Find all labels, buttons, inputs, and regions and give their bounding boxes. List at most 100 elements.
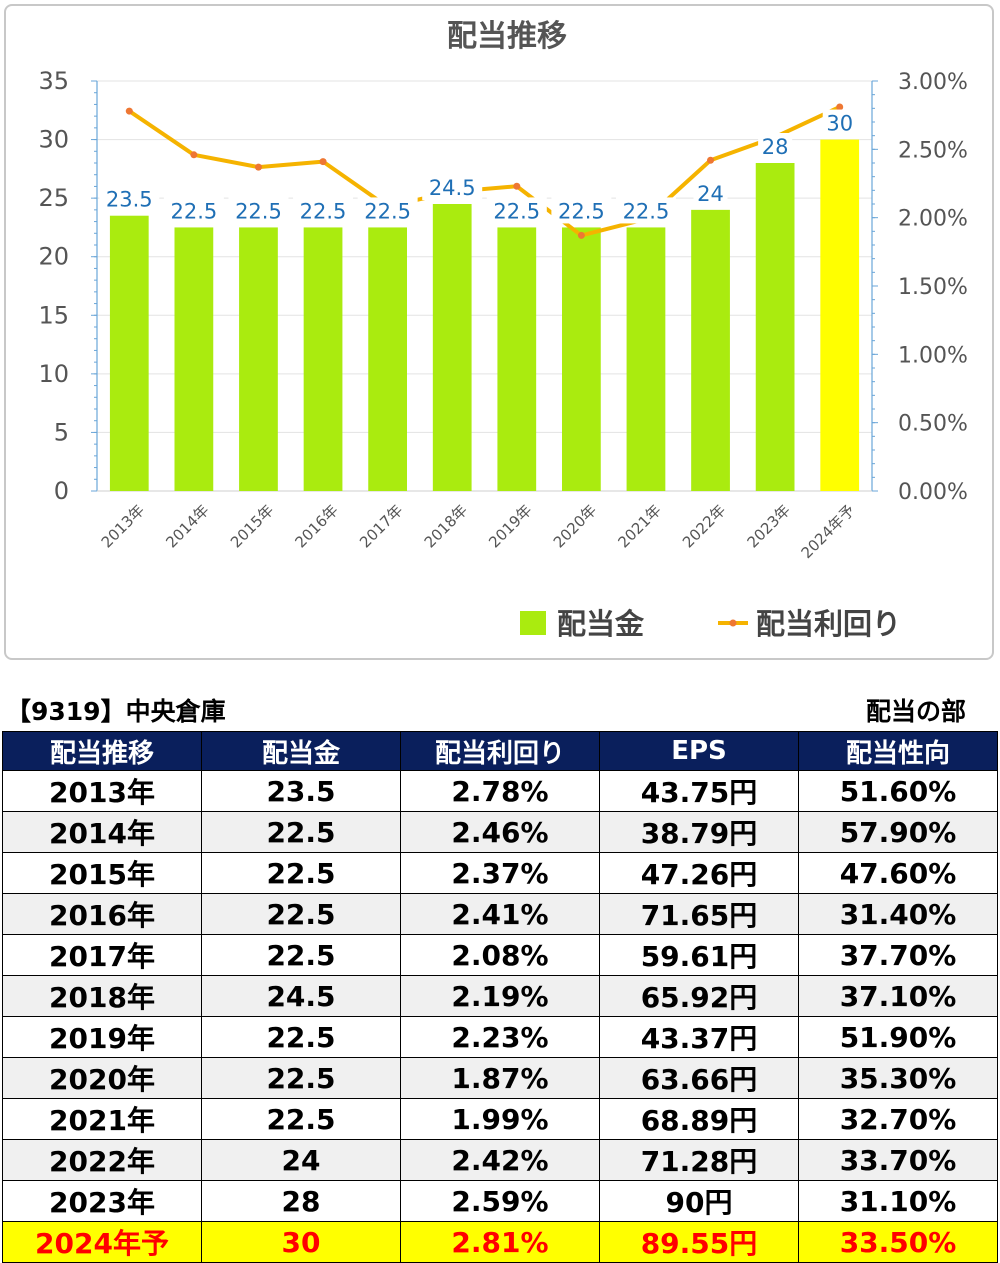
cell-eps: 90円: [599, 1180, 799, 1222]
data-label-bg: [422, 174, 483, 200]
bar: [174, 227, 214, 491]
table-row: 2013年 23.5 2.78% 43.75円 51.60%: [2, 770, 998, 812]
table-header-row: 配当推移 配当金 配当利回り EPS 配当性向: [2, 731, 998, 771]
x-tick-label: 2021年: [614, 501, 664, 551]
cell-yield: 2.46%: [400, 811, 600, 853]
data-label-bg: [758, 133, 793, 159]
table-row: 2016年 22.5 2.41% 71.65円 31.40%: [2, 893, 998, 935]
table-row: 2014年 22.5 2.46% 38.79円 57.90%: [2, 811, 998, 853]
cell-year: 2014年: [2, 811, 202, 853]
data-label: 22.5: [170, 199, 217, 223]
dividend-table: 配当推移 配当金 配当利回り EPS 配当性向 2013年 23.5 2.78% 43…: [2, 731, 998, 1263]
left-tick-label: 0: [54, 477, 69, 505]
col-header-eps: EPS: [599, 731, 799, 771]
cell-eps: 89.55円: [599, 1221, 799, 1263]
cell-yield: 2.37%: [400, 852, 600, 894]
cell-yield: 1.87%: [400, 1057, 600, 1099]
cell-yield: 2.19%: [400, 975, 600, 1017]
data-label-bg: [693, 179, 728, 206]
cell-yield: 2.78%: [400, 770, 600, 812]
table-row-forecast: 2024年予 30 2.81% 89.55円 33.50%: [2, 1221, 998, 1263]
bar: [303, 227, 343, 491]
chart-title: 配当推移: [447, 19, 567, 54]
col-header-yield: 配当利回り: [400, 731, 600, 771]
right-tick-label: 1.00%: [898, 343, 968, 368]
right-tick-label: 0.00%: [898, 480, 968, 505]
cell-yield: 2.08%: [400, 934, 600, 976]
cell-year: 2019年: [2, 1016, 202, 1058]
legend-label-line: 配当利回り: [756, 607, 901, 641]
data-label: 22.5: [364, 199, 411, 223]
data-label-bg: [357, 197, 418, 224]
bar: [432, 204, 472, 491]
bar: [497, 227, 537, 491]
cell-yield: 2.81%: [400, 1221, 600, 1263]
right-tick-label: 1.50%: [898, 275, 968, 300]
left-tick-label: 35: [38, 67, 69, 95]
cell-eps: 43.75円: [599, 770, 799, 812]
table-row: 2015年 22.5 2.37% 47.26円 47.60%: [2, 852, 998, 894]
cell-year: 2022年: [2, 1139, 202, 1181]
yield-marker: [836, 103, 844, 111]
right-tick-label: 2.00%: [898, 207, 968, 232]
cell-dividend: 24: [201, 1139, 401, 1181]
bar: [820, 139, 860, 492]
cell-payout: 51.90%: [798, 1016, 998, 1058]
data-label: 22.5: [623, 199, 670, 223]
bar: [562, 227, 601, 491]
legend-swatch-bar: [520, 611, 546, 635]
cell-yield: 2.23%: [400, 1016, 600, 1058]
yield-marker: [254, 163, 262, 171]
cell-eps: 47.26円: [599, 852, 799, 894]
cell-yield: 2.41%: [400, 893, 600, 935]
cell-payout: 57.90%: [798, 811, 998, 853]
x-tick-label: 2022年: [679, 501, 729, 551]
cell-dividend: 28: [201, 1180, 401, 1222]
yield-line: [128, 105, 841, 238]
data-label-bg: [615, 197, 676, 224]
dividend-chart: 配当推移 0 5 10 15 20 25 30 35 0.00% 0.50% 1.00% 1.50% 2…: [38, 19, 968, 641]
cell-payout: 33.70%: [798, 1139, 998, 1181]
cell-payout: 37.70%: [798, 934, 998, 976]
cell-year: 2021年: [2, 1098, 202, 1140]
yield-marker: [190, 151, 198, 159]
left-tick-label: 25: [38, 184, 69, 212]
table-row: 2020年 22.5 1.87% 63.66円 35.30%: [2, 1057, 998, 1099]
cell-year: 2017年: [2, 934, 202, 976]
yield-marker: [577, 231, 585, 239]
data-label: 24.5: [429, 176, 476, 200]
x-tick-label: 2023年: [744, 501, 794, 551]
bar: [109, 215, 149, 491]
data-label: 24: [697, 182, 724, 206]
data-label-bg: [293, 197, 354, 224]
cell-yield: 2.59%: [400, 1180, 600, 1222]
x-tick-label: 2013年: [98, 501, 148, 551]
cell-payout: 33.50%: [798, 1221, 998, 1263]
data-labels: 23.5 22.5 22.5 22.5 22.5 24.5 22.5 22.5 22.5 24 28…: [99, 109, 857, 224]
x-tick-label: 2024年予: [798, 501, 859, 562]
left-tick-label: 5: [54, 418, 69, 446]
x-tick-label: 2017年: [356, 501, 406, 551]
bar: [626, 227, 666, 491]
bar-series: [109, 139, 860, 492]
table-caption-section: 配当の部: [865, 697, 966, 726]
cell-payout: 47.60%: [798, 852, 998, 894]
data-label-bg: [551, 197, 612, 224]
right-tick-label: 3.00%: [898, 70, 968, 95]
cell-payout: 31.10%: [798, 1180, 998, 1222]
col-header-year: 配当推移: [2, 731, 202, 771]
bar: [239, 227, 278, 491]
data-label-bg: [822, 109, 857, 136]
table-row: 2017年 22.5 2.08% 59.61円 37.70%: [2, 934, 998, 976]
cell-yield: 1.99%: [400, 1098, 600, 1140]
gridlines: [97, 80, 872, 433]
bar: [691, 209, 730, 491]
legend: 配当金 配当利回り: [520, 607, 901, 641]
table-row: 2021年 22.5 1.99% 68.89円 32.70%: [2, 1098, 998, 1140]
yield-marker: [707, 156, 715, 164]
cell-payout: 37.10%: [798, 975, 998, 1017]
col-header-payout: 配当性向: [798, 731, 998, 771]
cell-dividend: 30: [201, 1221, 401, 1263]
cell-dividend: 24.5: [201, 975, 401, 1017]
cell-dividend: 23.5: [201, 770, 401, 812]
